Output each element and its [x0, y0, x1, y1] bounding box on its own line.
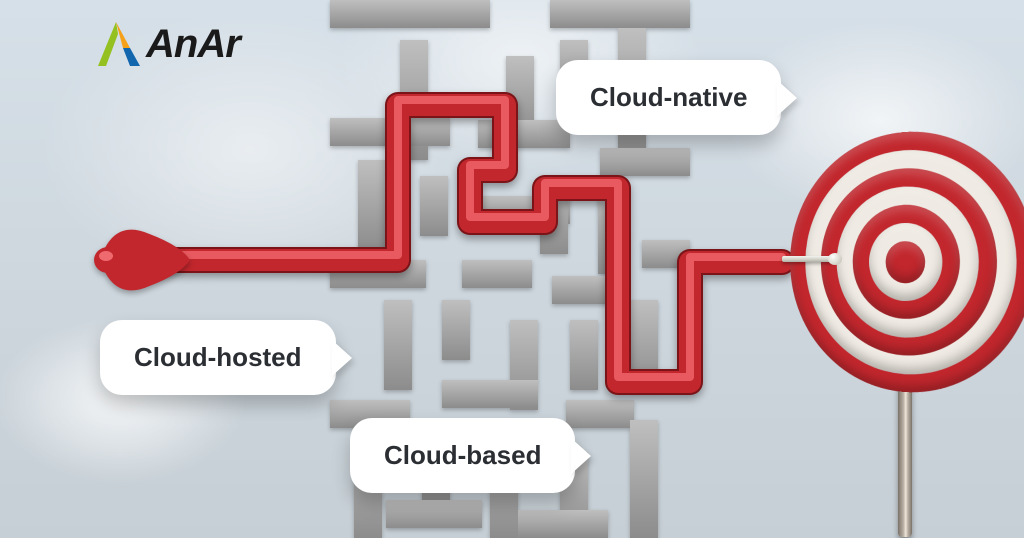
label-text: Cloud-hosted — [134, 342, 302, 372]
brand-mark-icon — [90, 18, 144, 70]
tag-pointer-icon — [777, 80, 797, 116]
label-text: Cloud-based — [384, 440, 541, 470]
label-cloud-based: Cloud-based — [350, 418, 575, 493]
label-cloud-native: Cloud-native — [556, 60, 781, 135]
label-cloud-hosted: Cloud-hosted — [100, 320, 336, 395]
tag-pointer-icon — [332, 340, 352, 376]
label-text: Cloud-native — [590, 82, 747, 112]
target-face — [790, 123, 1024, 401]
target-ring — [886, 241, 925, 283]
infographic-canvas: Cloud-native Cloud-hosted Cloud-based An… — [0, 0, 1024, 538]
brand-wordmark: AnAr — [146, 22, 240, 67]
target — [775, 132, 1024, 392]
dart-fletching — [90, 210, 200, 310]
tag-pointer-icon — [571, 438, 591, 474]
brand-logo: AnAr — [90, 18, 240, 70]
dart-tip — [782, 256, 834, 262]
